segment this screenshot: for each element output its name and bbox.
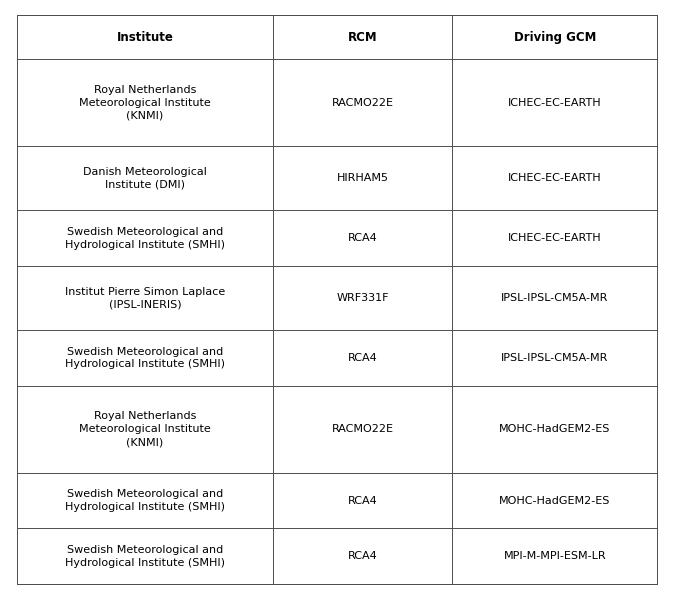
Text: ICHEC-EC-EARTH: ICHEC-EC-EARTH bbox=[508, 173, 601, 183]
Text: Institute: Institute bbox=[117, 31, 173, 44]
Text: RACMO22E: RACMO22E bbox=[332, 424, 394, 434]
Text: Danish Meteorological
Institute (DMI): Danish Meteorological Institute (DMI) bbox=[83, 167, 207, 190]
Text: Swedish Meteorological and
Hydrological Institute (SMHI): Swedish Meteorological and Hydrological … bbox=[65, 347, 225, 370]
Text: Swedish Meteorological and
Hydrological Institute (SMHI): Swedish Meteorological and Hydrological … bbox=[65, 545, 225, 568]
Text: MOHC-HadGEM2-ES: MOHC-HadGEM2-ES bbox=[499, 495, 611, 506]
Text: Swedish Meteorological and
Hydrological Institute (SMHI): Swedish Meteorological and Hydrological … bbox=[65, 489, 225, 512]
Text: Institut Pierre Simon Laplace
(IPSL-INERIS): Institut Pierre Simon Laplace (IPSL-INER… bbox=[65, 287, 225, 310]
Text: RCA4: RCA4 bbox=[348, 353, 377, 363]
Text: RCM: RCM bbox=[348, 31, 377, 44]
Text: HIRHAM5: HIRHAM5 bbox=[336, 173, 389, 183]
Text: IPSL-IPSL-CM5A-MR: IPSL-IPSL-CM5A-MR bbox=[501, 293, 609, 303]
Text: ICHEC-EC-EARTH: ICHEC-EC-EARTH bbox=[508, 98, 601, 108]
Text: IPSL-IPSL-CM5A-MR: IPSL-IPSL-CM5A-MR bbox=[501, 353, 609, 363]
Text: RCA4: RCA4 bbox=[348, 495, 377, 506]
Text: RACMO22E: RACMO22E bbox=[332, 98, 394, 108]
Text: MPI-M-MPI-ESM-LR: MPI-M-MPI-ESM-LR bbox=[503, 551, 606, 561]
Text: Driving GCM: Driving GCM bbox=[514, 31, 596, 44]
Text: RCA4: RCA4 bbox=[348, 233, 377, 243]
Text: WRF331F: WRF331F bbox=[336, 293, 389, 303]
Text: Royal Netherlands
Meteorological Institute
(KNMI): Royal Netherlands Meteorological Institu… bbox=[79, 412, 211, 447]
Text: ICHEC-EC-EARTH: ICHEC-EC-EARTH bbox=[508, 233, 601, 243]
Text: RCA4: RCA4 bbox=[348, 551, 377, 561]
Text: Royal Netherlands
Meteorological Institute
(KNMI): Royal Netherlands Meteorological Institu… bbox=[79, 85, 211, 120]
Text: MOHC-HadGEM2-ES: MOHC-HadGEM2-ES bbox=[499, 424, 611, 434]
Text: Swedish Meteorological and
Hydrological Institute (SMHI): Swedish Meteorological and Hydrological … bbox=[65, 227, 225, 250]
